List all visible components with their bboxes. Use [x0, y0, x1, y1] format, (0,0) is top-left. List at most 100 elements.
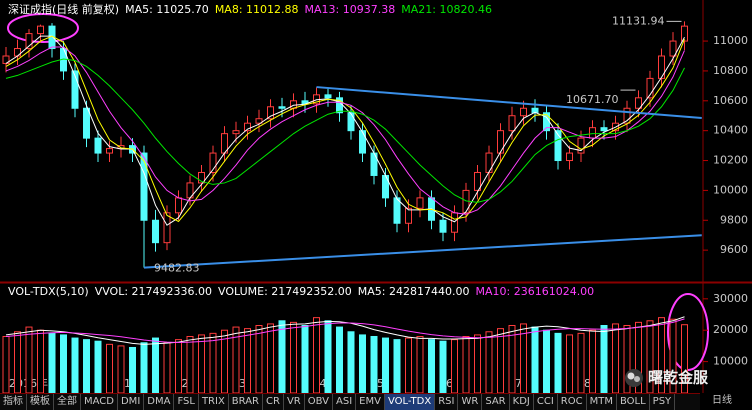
volume-bar [301, 325, 309, 393]
header-value: 10820.46 [439, 3, 492, 16]
indicator-tab[interactable]: ROC [558, 394, 587, 410]
volume-bar [48, 332, 56, 393]
header-sep: : [507, 285, 514, 298]
header-value: 242817440.00 [389, 285, 469, 298]
indicator-tab[interactable]: VR [284, 394, 305, 410]
volume-bar [209, 332, 217, 393]
indicator-tab[interactable]: DMI [118, 394, 145, 410]
volume-bar [520, 323, 527, 393]
indicator-tab[interactable]: 指标 [0, 394, 27, 410]
indicator-tab[interactable]: DMA [144, 394, 175, 410]
candle-body [566, 152, 573, 162]
candle-body [94, 137, 102, 154]
indicator-tab[interactable]: PSY [650, 394, 676, 410]
candle-body [278, 106, 286, 109]
header-value: 10937.38 [343, 3, 396, 16]
y-tick-label: 10200 [713, 154, 748, 167]
header-sep: : [264, 285, 271, 298]
volume-bar [681, 324, 688, 393]
indicator-tab[interactable]: 全部 [54, 394, 81, 410]
panel-header: VOL-TDX(5,10) VVOL: 217492336.00 VOLUME: 2… [8, 285, 594, 298]
candle-body [600, 127, 608, 132]
volume-bar [428, 339, 435, 393]
y-tick-label: 10000 [713, 183, 748, 196]
indicator-tab[interactable]: FSL [174, 394, 199, 410]
volume-bar [106, 343, 113, 393]
header-value: 236161024.00 [514, 285, 594, 298]
volume-bar [462, 335, 470, 393]
x-tick-label: 2 [182, 377, 189, 390]
candle-body [83, 107, 90, 139]
volume-bar [244, 328, 251, 393]
volume-bar [71, 337, 79, 393]
ma-line [5, 35, 685, 226]
volume-bar [646, 320, 654, 393]
header-name: 深证成指(日线 前复权) [8, 2, 119, 16]
volume-bar [382, 337, 389, 393]
indicator-tab[interactable]: SAR [482, 394, 510, 410]
volume-bar [336, 326, 343, 393]
volume-bar [416, 335, 424, 393]
candle-body [267, 106, 274, 120]
indicator-tab[interactable]: VOL-TDX [384, 394, 436, 410]
candle-body [623, 107, 631, 124]
indicator-tab[interactable]: BOLL [617, 394, 650, 410]
header-value: 11025.70 [156, 3, 209, 16]
indicator-tab[interactable]: RSI [435, 394, 459, 410]
candle-body [658, 55, 665, 79]
indicator-tab[interactable]: CR [263, 394, 284, 410]
y-tick-label: 11000 [713, 34, 748, 47]
volume-bar [531, 326, 539, 393]
trend-line [143, 234, 702, 269]
indicator-tab[interactable]: BRAR [229, 394, 263, 410]
watermark-icon [625, 369, 643, 387]
x-tick-label: 4 [320, 377, 327, 390]
volume-bar [255, 325, 263, 393]
y-tick-label: 10600 [713, 94, 748, 107]
candle-body [163, 212, 171, 244]
indicator-tab[interactable]: CCI [534, 394, 558, 410]
volume-bar [635, 321, 642, 393]
highlight-ellipse [7, 13, 79, 43]
candle-body [439, 219, 447, 233]
y-tick-label: 9600 [720, 243, 748, 256]
candle-body [347, 112, 355, 132]
candle-body [175, 197, 182, 214]
volume-bar [589, 329, 596, 393]
candle-body [589, 127, 596, 139]
header-value: 217492336.00 [132, 285, 212, 298]
volume-bar [439, 340, 447, 393]
header-sep: : [239, 3, 246, 16]
indicator-tab[interactable]: MACD [81, 394, 118, 410]
indicator-tab[interactable]: ASI [333, 394, 357, 410]
indicator-tab[interactable]: KDJ [510, 394, 534, 410]
candle-body [405, 207, 412, 224]
indicator-tab[interactable]: 模板 [27, 394, 54, 410]
x-tick-label: 6 [446, 377, 453, 390]
volume-bar [37, 329, 44, 393]
x-tick-label: 7 [515, 377, 522, 390]
period[interactable]: 日线 [712, 395, 732, 406]
indicator-tab[interactable]: TRIX [199, 394, 229, 410]
header-name: MA10 [475, 285, 506, 298]
candle-body [520, 107, 527, 117]
volume-bar [25, 326, 33, 393]
indicator-tab[interactable]: EMV [356, 394, 385, 410]
volume-bar [278, 320, 286, 393]
volume-bar [198, 334, 205, 393]
volume-bar [2, 335, 10, 393]
indicator-tab[interactable]: OBV [305, 394, 333, 410]
candle-body [198, 171, 205, 184]
candle-body [152, 219, 159, 244]
x-tick-label: 3 [239, 377, 246, 390]
volume-bar [117, 345, 125, 393]
candle-body [669, 40, 677, 57]
candle-body [646, 77, 654, 99]
header-name: MA8 [215, 3, 239, 16]
indicator-tab[interactable]: WR [458, 394, 483, 410]
volume-bar [474, 334, 481, 393]
candle-body [485, 152, 493, 173]
indicator-tab[interactable]: MTM [587, 394, 617, 410]
volume-bar [554, 332, 562, 393]
header-value: 11012.88 [246, 3, 299, 16]
